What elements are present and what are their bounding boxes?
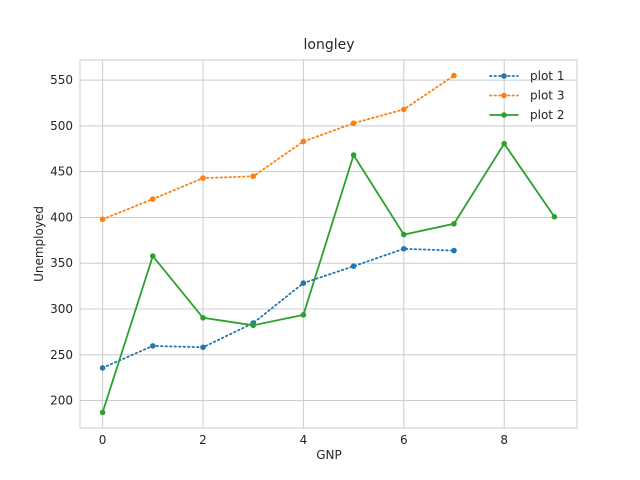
y-tick-label: 550 xyxy=(50,73,73,87)
data-point xyxy=(99,409,106,416)
data-point xyxy=(300,280,307,286)
data-point xyxy=(149,343,156,349)
data-point xyxy=(200,175,206,181)
data-point xyxy=(250,173,256,180)
y-tick-label: 450 xyxy=(50,165,73,179)
series-lines xyxy=(99,72,558,416)
data-point xyxy=(300,138,307,145)
legend-swatch-marker xyxy=(501,112,507,118)
y-tick-label: 350 xyxy=(50,256,73,270)
series-plot-3 xyxy=(99,72,457,223)
legend-swatch-marker xyxy=(501,92,507,99)
data-point xyxy=(200,344,206,351)
grid-lines xyxy=(80,60,577,428)
data-point xyxy=(99,216,106,223)
data-point xyxy=(350,152,357,158)
x-tick-label: 6 xyxy=(400,433,408,447)
y-axis-label: Unemployed xyxy=(32,206,46,282)
data-point xyxy=(99,365,106,371)
series-line-plot-3 xyxy=(101,74,455,221)
data-point xyxy=(300,312,307,318)
x-tick-label: 2 xyxy=(199,433,207,447)
legend: plot 1 plot 3 plot 2 xyxy=(489,69,564,122)
x-tick-label: 8 xyxy=(500,433,508,447)
data-point xyxy=(551,214,558,220)
x-tick-label: 4 xyxy=(300,433,308,447)
data-point xyxy=(250,322,256,329)
y-tick-label: 400 xyxy=(50,210,73,224)
legend-label: plot 1 xyxy=(530,69,564,83)
data-point xyxy=(200,314,206,321)
data-point xyxy=(451,220,457,227)
y-tick-label: 200 xyxy=(50,394,73,408)
data-point xyxy=(350,120,357,126)
tick-labels: 0 2 4 6 8 200 250 300 350 400 450 500 550 xyxy=(50,73,508,447)
data-point xyxy=(451,72,457,79)
legend-swatch-marker xyxy=(501,73,507,79)
data-point xyxy=(149,253,156,259)
data-point xyxy=(501,140,508,147)
chart-title: longley xyxy=(303,37,354,53)
series-plot-1 xyxy=(99,245,457,371)
series-line-plot-1 xyxy=(101,247,455,369)
legend-item-plot-3: plot 3 xyxy=(489,89,564,103)
data-point xyxy=(350,263,357,269)
series-plot-2 xyxy=(99,140,558,416)
data-point xyxy=(401,106,407,113)
legend-item-plot-1: plot 1 xyxy=(489,69,564,83)
plot-frame xyxy=(79,59,578,429)
y-tick-label: 500 xyxy=(50,119,73,133)
data-point xyxy=(451,247,457,254)
legend-item-plot-2: plot 2 xyxy=(489,108,564,122)
legend-label: plot 3 xyxy=(530,89,564,103)
data-point xyxy=(401,245,407,252)
y-tick-label: 250 xyxy=(50,348,73,362)
legend-label: plot 2 xyxy=(530,108,564,122)
y-tick-label: 300 xyxy=(50,302,73,316)
data-point xyxy=(401,231,407,238)
x-axis-label: GNP xyxy=(316,448,342,462)
data-point xyxy=(149,196,156,202)
series-line-plot-2 xyxy=(101,142,556,414)
x-tick-label: 0 xyxy=(99,433,107,447)
